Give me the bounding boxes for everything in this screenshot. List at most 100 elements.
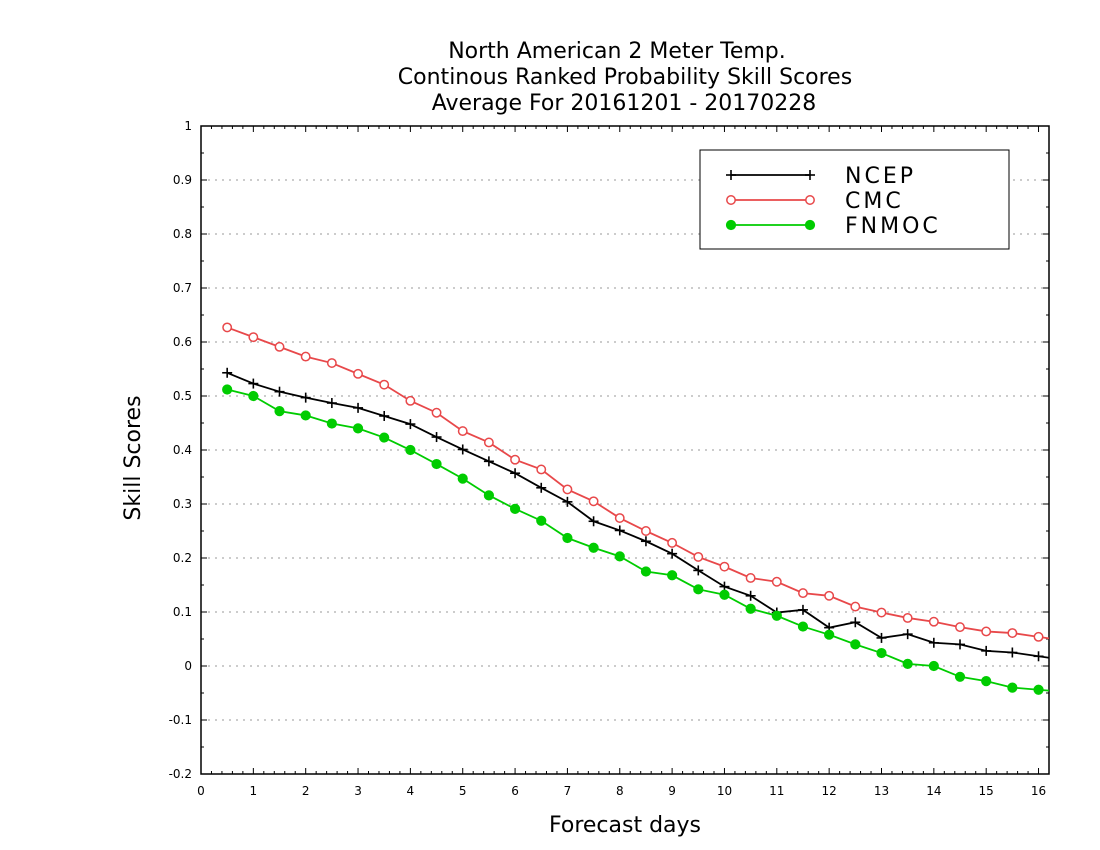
y-tick-label: 0.6 (173, 335, 192, 349)
data-point (955, 622, 965, 633)
data-point (536, 482, 547, 493)
data-point (667, 537, 678, 548)
x-tick-label: 10 (717, 784, 732, 798)
data-point (562, 496, 573, 507)
data-point (902, 658, 913, 669)
data-point (300, 392, 311, 403)
title-line-1: North American 2 Meter Temp. (448, 39, 786, 64)
data-point (431, 407, 442, 418)
data-point (431, 432, 442, 443)
data-point (510, 454, 521, 465)
data-point (379, 432, 390, 443)
axis-ticks: -0.2-0.100.10.20.30.40.50.60.70.80.910 1 2… (169, 119, 1050, 798)
data-point (928, 637, 939, 648)
data-point (954, 671, 966, 682)
x-tick-label: 8 (616, 784, 624, 798)
series-line (226, 326, 1049, 640)
data-point (379, 379, 390, 390)
x-tick-label: 11 (769, 784, 784, 798)
legend-marker (726, 195, 736, 205)
x-tick-label: 14 (926, 784, 941, 798)
data-point (928, 616, 939, 627)
data-point (745, 573, 756, 583)
x-tick-label: 3 (354, 784, 362, 798)
data-point (876, 647, 887, 659)
x-tick-label: 9 (668, 784, 676, 798)
y-tick-label: 0.8 (173, 227, 192, 241)
x-tick-label: 0 (197, 784, 205, 798)
data-point (588, 496, 599, 507)
data-point (981, 626, 992, 637)
data-point (457, 426, 468, 437)
x-tick-label: 5 (459, 784, 467, 798)
title-line-2: Continous Ranked Probability Skill Score… (398, 65, 852, 90)
data-point (902, 612, 913, 623)
data-point (405, 395, 416, 406)
data-point (536, 515, 547, 526)
legend-marker (725, 219, 737, 231)
legend-marker (804, 219, 816, 231)
data-point (876, 607, 887, 618)
data-point (457, 444, 468, 455)
y-tick-label: 0.2 (173, 551, 192, 565)
data-point (457, 473, 468, 484)
data-point (510, 468, 521, 479)
data-point (876, 632, 887, 643)
legend-label: FNMOC (845, 214, 941, 239)
data-point (222, 384, 233, 395)
data-point (1007, 682, 1018, 693)
x-tick-label: 15 (979, 784, 994, 798)
y-tick-label: 0.3 (173, 497, 192, 511)
data-point (824, 590, 835, 601)
y-tick-label: 0.4 (173, 443, 192, 457)
legend-marker (805, 195, 815, 205)
data-point (326, 358, 337, 369)
legend-marker (805, 170, 815, 180)
data-point (1033, 631, 1044, 642)
data-point (588, 516, 599, 527)
data-point (797, 621, 809, 632)
data-point (300, 410, 311, 421)
data-point (614, 525, 625, 536)
x-tick-label: 6 (511, 784, 519, 798)
y-tick-label: 0.1 (173, 605, 192, 619)
data-point (222, 367, 233, 378)
data-point (431, 458, 442, 470)
x-tick-label: 12 (822, 784, 837, 798)
y-axis-label: Skill Scores (121, 395, 146, 520)
legend-marker (726, 170, 736, 180)
legend-label: NCEP (845, 164, 916, 189)
data-point (771, 576, 782, 587)
y-tick-label: 0.5 (173, 389, 192, 403)
data-point (483, 490, 495, 501)
data-point (667, 548, 678, 559)
data-point (824, 629, 835, 640)
data-point (483, 456, 494, 467)
data-point (509, 503, 521, 514)
data-point (405, 444, 416, 456)
data-point (955, 639, 966, 650)
series-line (226, 388, 1049, 692)
data-point (981, 645, 992, 656)
data-point (248, 378, 259, 389)
data-point (248, 332, 259, 343)
data-point (1033, 684, 1044, 695)
data-point (798, 588, 808, 599)
series-line (226, 371, 1049, 659)
legend-item-fnmoc: FNMOC (725, 214, 941, 239)
x-tick-label: 16 (1031, 784, 1046, 798)
data-point (352, 423, 364, 434)
y-tick-label: 0 (184, 659, 192, 673)
x-tick-label: 7 (564, 784, 572, 798)
data-point (379, 410, 390, 421)
data-point (274, 341, 285, 352)
x-tick-label: 13 (874, 784, 889, 798)
data-point (719, 561, 730, 572)
data-point (640, 526, 651, 536)
data-point (667, 570, 678, 581)
legend-label: CMC (845, 189, 904, 214)
data-point (353, 368, 363, 379)
x-axis-label: Forecast days (549, 813, 701, 838)
data-point (326, 418, 337, 429)
